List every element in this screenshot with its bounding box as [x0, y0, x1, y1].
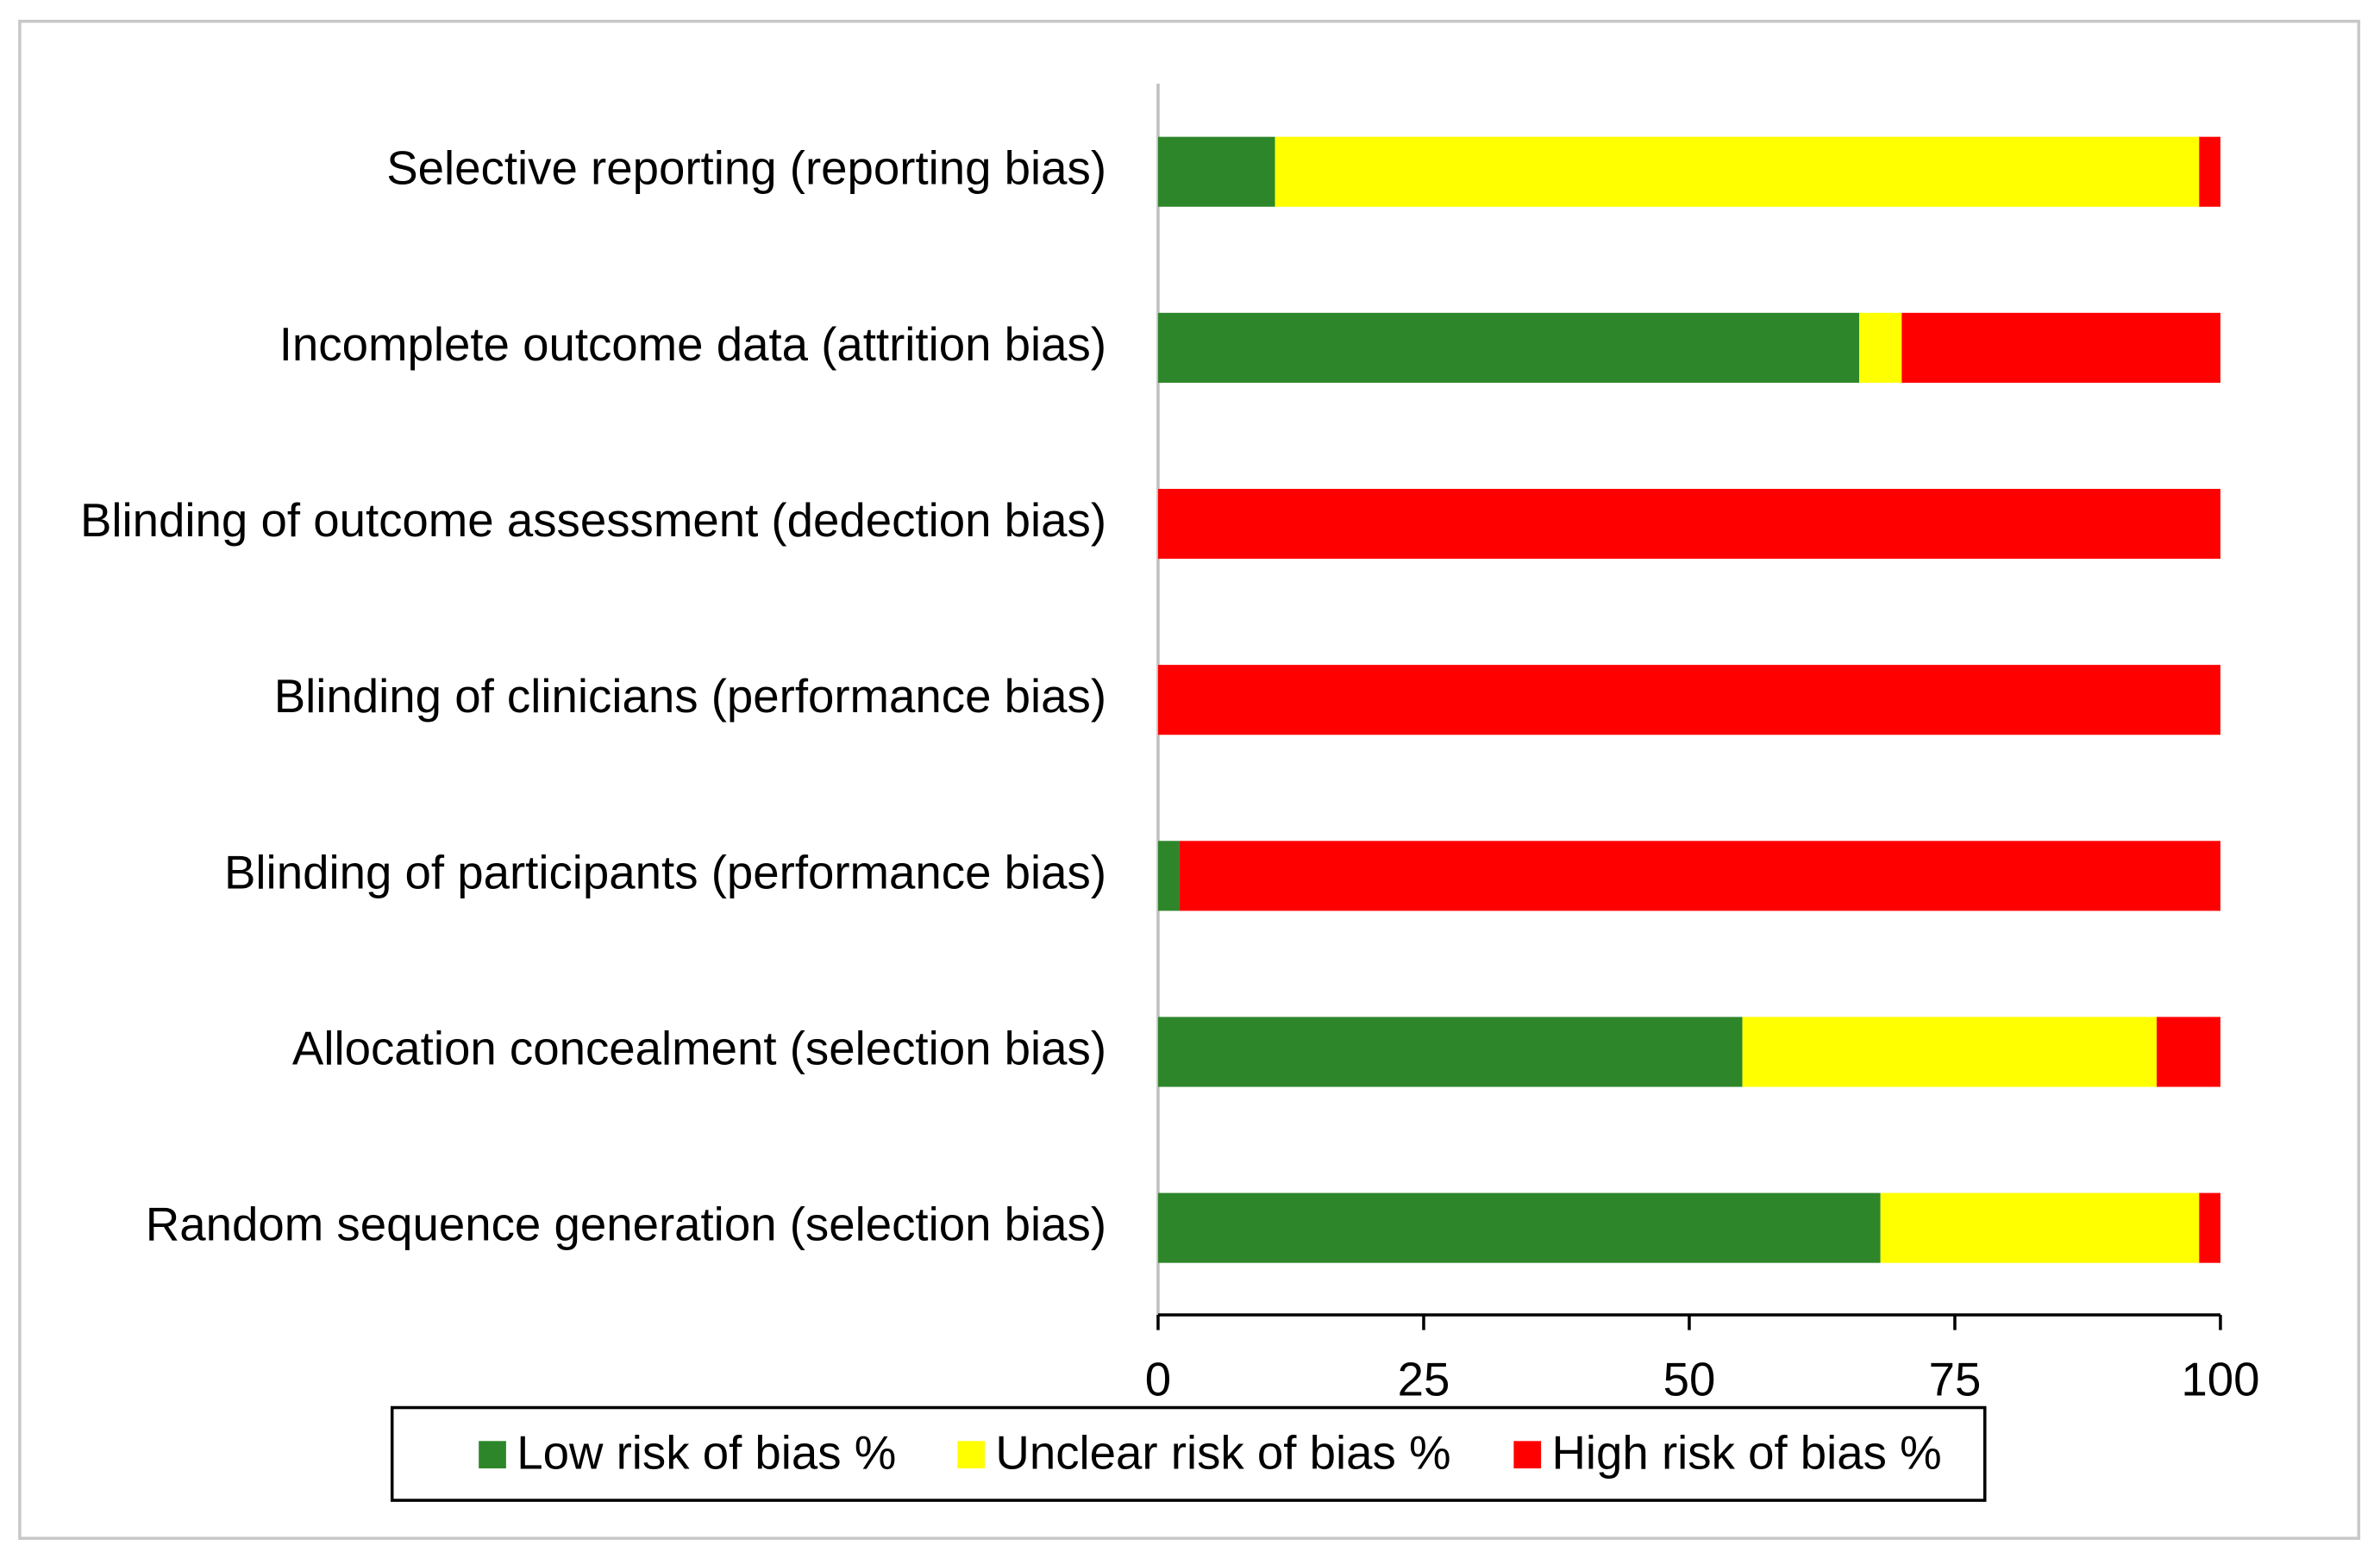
x-tick-label: 0 [1145, 1354, 1171, 1406]
bar-segment [1157, 1017, 1743, 1087]
legend-swatch [957, 1441, 986, 1469]
y-tick-label: Allocation concealment (selection bias) [292, 1022, 1106, 1074]
y-tick-label: Blinding of outcome assessment (dedectio… [80, 494, 1106, 547]
y-tick-label: Selective reporting (reporting bias) [386, 142, 1106, 195]
y-tick-label: Random sequence generation (selection bi… [146, 1198, 1106, 1251]
legend-label: High risk of bias % [1551, 1426, 1941, 1479]
bar-segment [1880, 1192, 2200, 1263]
y-tick-label: Blinding of clinicians (performance bias… [274, 670, 1106, 723]
y-tick-label: Incomplete outcome data (attrition bias) [279, 318, 1106, 371]
bar-segment [1157, 1192, 1881, 1263]
legend-label: Low risk of bias % [517, 1426, 896, 1479]
bar-segment [2199, 136, 2220, 207]
bar-segment [1157, 488, 2220, 560]
chart-frame [18, 19, 2361, 1540]
x-tick-label: 25 [1398, 1354, 1450, 1406]
bar-segment [1901, 312, 2220, 383]
bar-segment [2199, 1192, 2220, 1263]
x-tick-label: 50 [1663, 1354, 1716, 1406]
legend-swatch [479, 1441, 506, 1469]
bar-segment [1179, 841, 2220, 911]
bar-segment [1157, 665, 2220, 735]
y-tick-label: Blinding of participants (performance bi… [224, 846, 1106, 898]
x-tick-label: 75 [1929, 1354, 1982, 1406]
bar-segment [1157, 136, 1275, 207]
bar-segment [1742, 1017, 2158, 1087]
bar-segment [1275, 136, 2200, 207]
bar-segment [1157, 841, 1180, 911]
legend-box [390, 1405, 1987, 1502]
bar-segment [1859, 312, 1902, 383]
bar-segment [1157, 312, 1860, 383]
x-tick-label: 100 [2181, 1354, 2259, 1406]
bar-segment [2157, 1017, 2220, 1087]
legend-swatch [1513, 1441, 1542, 1469]
legend-label: Unclear risk of bias % [995, 1426, 1450, 1479]
